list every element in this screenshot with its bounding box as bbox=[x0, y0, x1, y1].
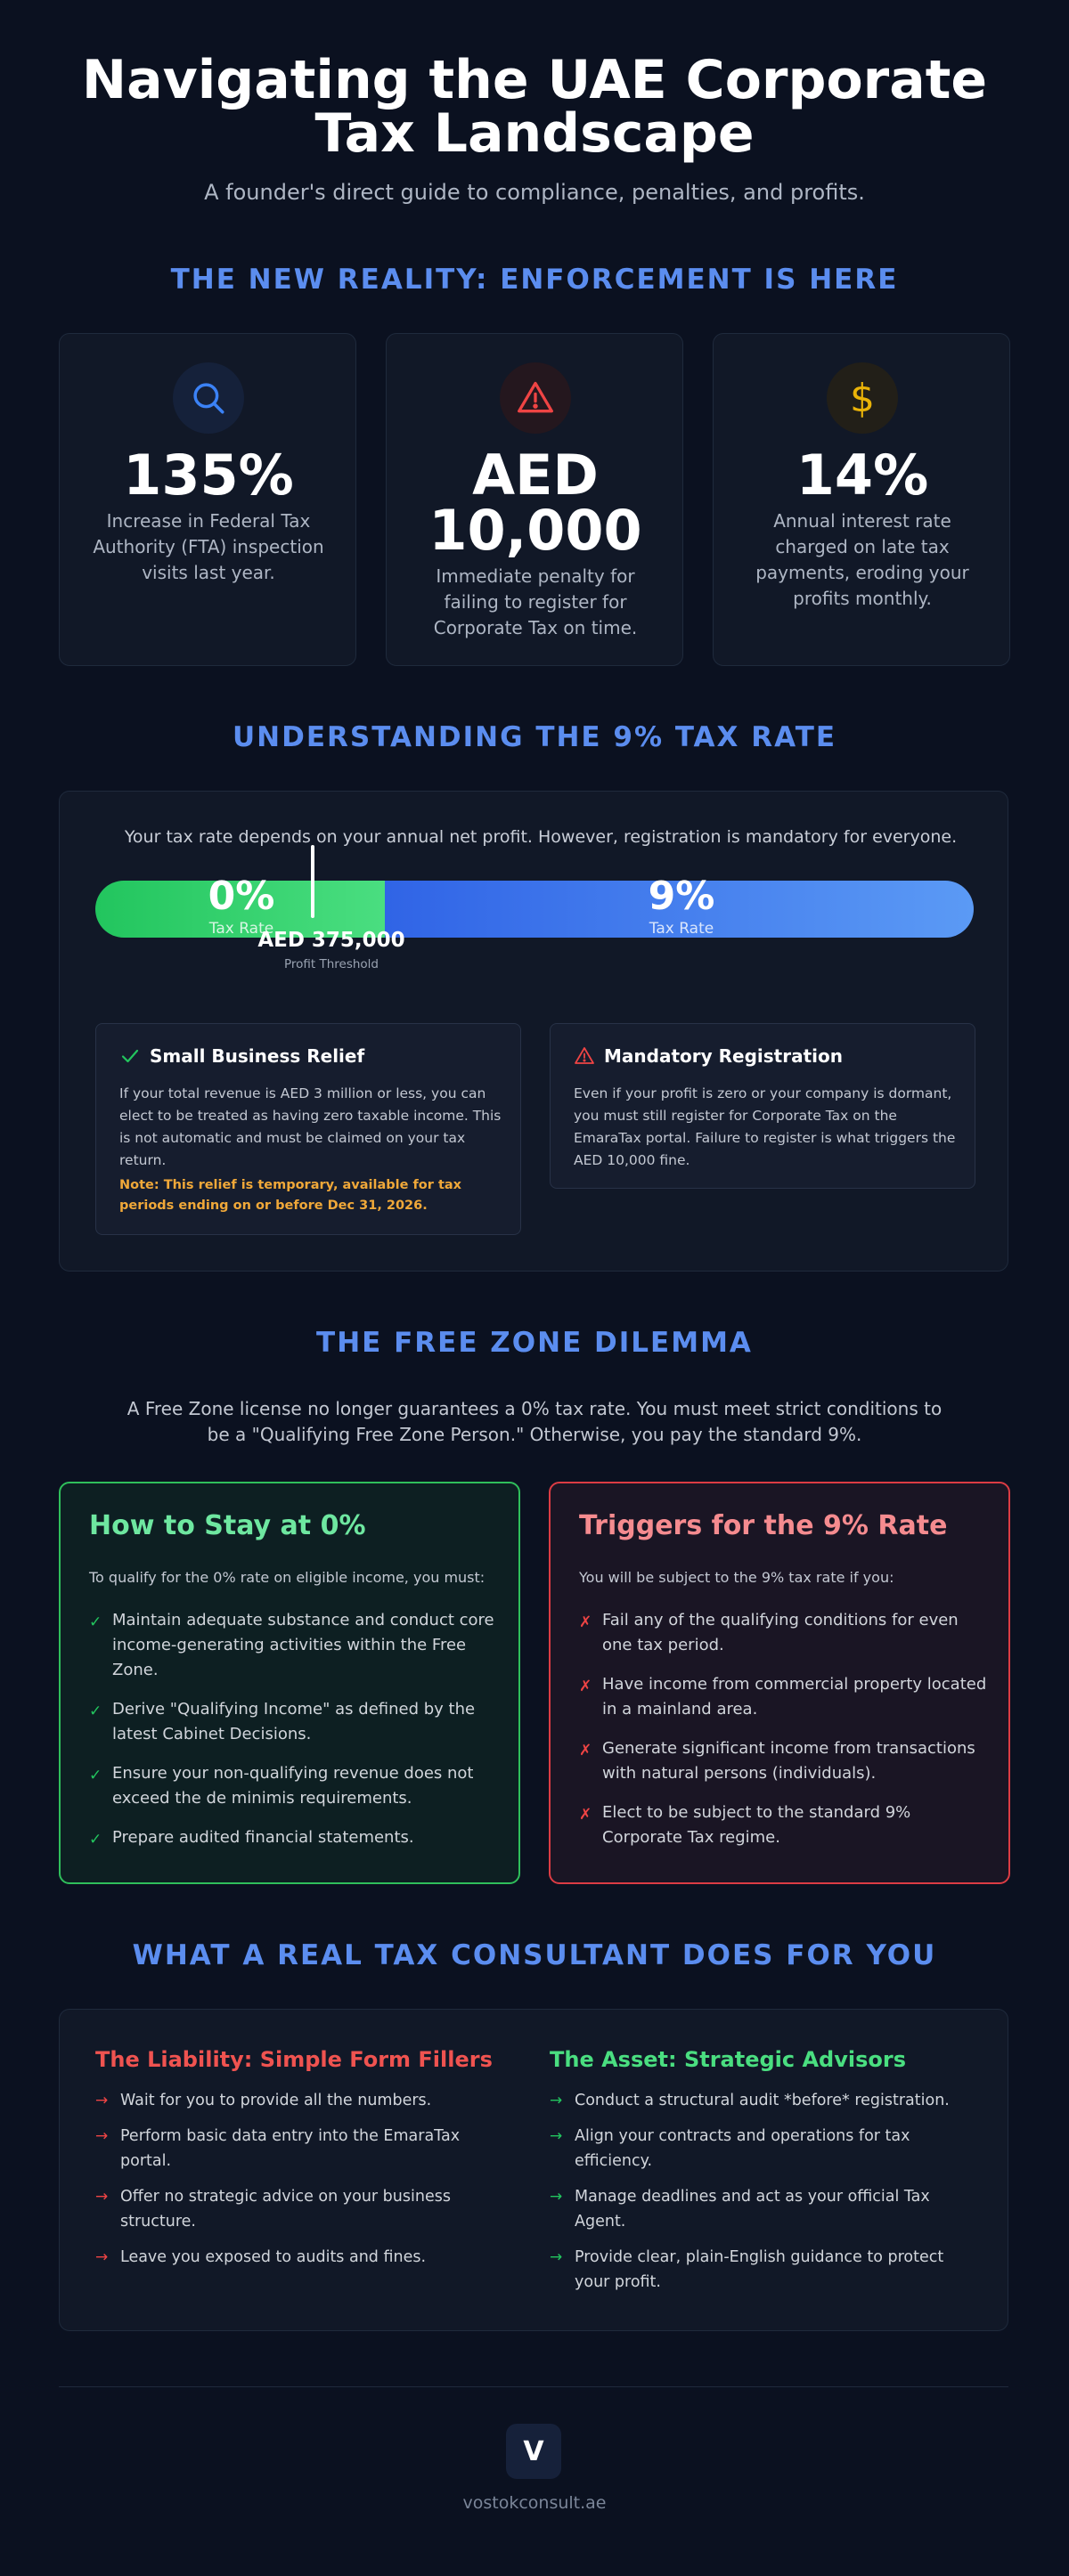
threshold-label: Profit Threshold bbox=[283, 957, 379, 971]
cross-icon: ✗ bbox=[579, 1678, 592, 1695]
asset-title: The Asset: Strategic Advisors bbox=[550, 2047, 906, 2072]
bar-nine-label: Tax Rate bbox=[649, 920, 714, 938]
list-item: → Provide clear, plain-English guidance t… bbox=[550, 2245, 968, 2295]
logo[interactable]: V bbox=[506, 2424, 561, 2479]
list-item: → Wait for you to provide all the numbers… bbox=[95, 2088, 514, 2113]
cross-icon: ✗ bbox=[579, 1806, 592, 1824]
stat-card-penalty: AED 10,000 Immediate penalty for failing… bbox=[386, 333, 683, 666]
list-item: → Manage deadlines and act as your offici… bbox=[550, 2184, 968, 2234]
bar-zero-label: Tax Rate bbox=[208, 920, 274, 938]
stat-value: 135% bbox=[123, 443, 294, 508]
mandatory-body: Even if your profit is zero or your comp… bbox=[574, 1085, 956, 1168]
bar-nine-segment bbox=[385, 881, 974, 938]
threshold-marker bbox=[311, 845, 314, 918]
threshold-value: AED 375,000 bbox=[257, 929, 405, 952]
relief-title: Small Business Relief bbox=[150, 1045, 365, 1067]
triggers-card: Triggers for the 9% Rate You will be sub… bbox=[549, 1482, 1010, 1884]
list-item: ✗ Elect to be subject to the standard 9% … bbox=[579, 1803, 911, 1847]
stay-subtitle: To qualify for the 0% rate on eligible i… bbox=[89, 1569, 486, 1586]
mandatory-registration-box: Mandatory Registration Even if your prof… bbox=[550, 1023, 975, 1189]
arrow-right-icon: → bbox=[95, 2188, 109, 2206]
list-item: → Conduct a structural audit *before* reg… bbox=[550, 2088, 968, 2113]
dollar-icon: $ bbox=[827, 362, 898, 434]
stat-value: AED 10,000 bbox=[396, 448, 675, 558]
triggers-subtitle: You will be subject to the 9% tax rate i… bbox=[579, 1569, 894, 1586]
page-title-line1: Navigating the UAE Corporate bbox=[81, 49, 988, 111]
stat-desc: Increase in Federal Tax Authority (FTA) … bbox=[93, 510, 324, 583]
list-item: ✗ Fail any of the qualifying conditions f… bbox=[579, 1611, 959, 1654]
stat-value-line1: AED bbox=[472, 443, 599, 508]
liability-list: → Wait for you to provide all the numbers… bbox=[95, 2088, 514, 2280]
arrow-right-icon: → bbox=[95, 2248, 109, 2266]
cross-icon: ✗ bbox=[579, 1613, 592, 1631]
stay-list: ✓ Maintain adequate substance and conduct… bbox=[89, 1608, 499, 1865]
stay-at-zero-card: How to Stay at 0% To qualify for the 0% … bbox=[59, 1482, 520, 1884]
arrow-right-icon: → bbox=[95, 2092, 109, 2109]
bar-zero-pct: 0% bbox=[208, 874, 275, 919]
list-item: → Perform basic data entry into the Emara… bbox=[95, 2124, 514, 2174]
check-icon: ✓ bbox=[89, 1767, 102, 1784]
tax-rate-intro: Your tax rate depends on your annual net… bbox=[124, 827, 958, 847]
relief-note: Note: This relief is temporary, availabl… bbox=[119, 1178, 462, 1213]
page-title: Navigating the UAE Corporate Tax Landsca… bbox=[53, 53, 1016, 160]
arrow-right-icon: → bbox=[550, 2092, 563, 2109]
logo-letter: V bbox=[523, 2435, 544, 2467]
check-icon: ✓ bbox=[89, 1702, 102, 1720]
bar-nine-pct: 9% bbox=[648, 874, 715, 919]
stat-desc: Immediate penalty for failing to registe… bbox=[433, 565, 638, 638]
triggers-list: ✗ Fail any of the qualifying conditions f… bbox=[579, 1608, 989, 1865]
liability-title: The Liability: Simple Form Fillers bbox=[95, 2047, 493, 2072]
consultant-card: The Liability: Simple Form Fillers → Wait… bbox=[59, 2009, 1008, 2331]
asset-list: → Conduct a structural audit *before* reg… bbox=[550, 2088, 968, 2305]
page-title-line2: Tax Landscape bbox=[314, 102, 755, 165]
arrow-right-icon: → bbox=[95, 2127, 109, 2145]
free-zone-title: THE FREE ZONE DILEMMA bbox=[316, 1327, 753, 1359]
enforcement-title: THE NEW REALITY: ENFORCEMENT IS HERE bbox=[170, 264, 899, 296]
page-subtitle: A founder's direct guide to compliance, … bbox=[204, 180, 865, 205]
cross-icon: ✗ bbox=[579, 1742, 592, 1759]
consultant-title: WHAT A REAL TAX CONSULTANT DOES FOR YOU bbox=[132, 1939, 937, 1971]
stat-card-interest: $ 14% Annual interest rate charged on la… bbox=[713, 333, 1010, 666]
mandatory-title: Mandatory Registration bbox=[604, 1045, 843, 1067]
stat-card-inspections: 135% Increase in Federal Tax Authority (… bbox=[59, 333, 356, 666]
stay-title: How to Stay at 0% bbox=[89, 1510, 366, 1541]
check-icon: ✓ bbox=[89, 1613, 102, 1631]
tax-rate-card: Your tax rate depends on your annual net… bbox=[59, 791, 1008, 1272]
list-item: → Align your contracts and operations for… bbox=[550, 2124, 968, 2174]
list-item: ✓ Prepare audited financial statements. bbox=[89, 1828, 414, 1849]
list-item: → Leave you exposed to audits and fines. bbox=[95, 2245, 514, 2270]
free-zone-intro: A Free Zone license no longer guarantees… bbox=[126, 1398, 943, 1445]
small-business-relief-box: Small Business Relief If your total reve… bbox=[95, 1023, 521, 1235]
tax-rate-bar bbox=[95, 881, 974, 938]
warning-icon bbox=[500, 362, 571, 434]
check-icon: ✓ bbox=[89, 1831, 102, 1849]
list-item: ✓ Maintain adequate substance and conduct… bbox=[89, 1611, 494, 1679]
arrow-right-icon: → bbox=[550, 2248, 563, 2266]
relief-body: If your total revenue is AED 3 million o… bbox=[119, 1085, 502, 1168]
list-item: → Offer no strategic advice on your busin… bbox=[95, 2184, 514, 2234]
stat-desc: Annual interest rate charged on late tax… bbox=[755, 510, 969, 609]
arrow-right-icon: → bbox=[550, 2127, 563, 2145]
tax-rate-title: UNDERSTANDING THE 9% TAX RATE bbox=[232, 721, 837, 753]
bar-zero-segment bbox=[95, 881, 386, 938]
arrow-right-icon: → bbox=[550, 2188, 563, 2206]
triggers-title: Triggers for the 9% Rate bbox=[579, 1510, 948, 1541]
list-item: ✗ Generate significant income from transa… bbox=[579, 1739, 975, 1783]
list-item: ✗ Have income from commercial property lo… bbox=[579, 1675, 987, 1719]
stat-value-line2: 10,000 bbox=[428, 498, 642, 563]
list-item: ✓ Derive "Qualifying Income" as defined b… bbox=[89, 1700, 476, 1743]
list-item: ✓ Ensure your non-qualifying revenue does… bbox=[89, 1764, 474, 1808]
warning-icon bbox=[574, 1045, 595, 1067]
website-link[interactable]: vostokconsult.ae bbox=[462, 2493, 607, 2513]
search-icon bbox=[173, 362, 244, 434]
check-icon bbox=[119, 1045, 141, 1067]
stat-value: 14% bbox=[796, 443, 929, 508]
footer-divider bbox=[59, 2386, 1008, 2387]
